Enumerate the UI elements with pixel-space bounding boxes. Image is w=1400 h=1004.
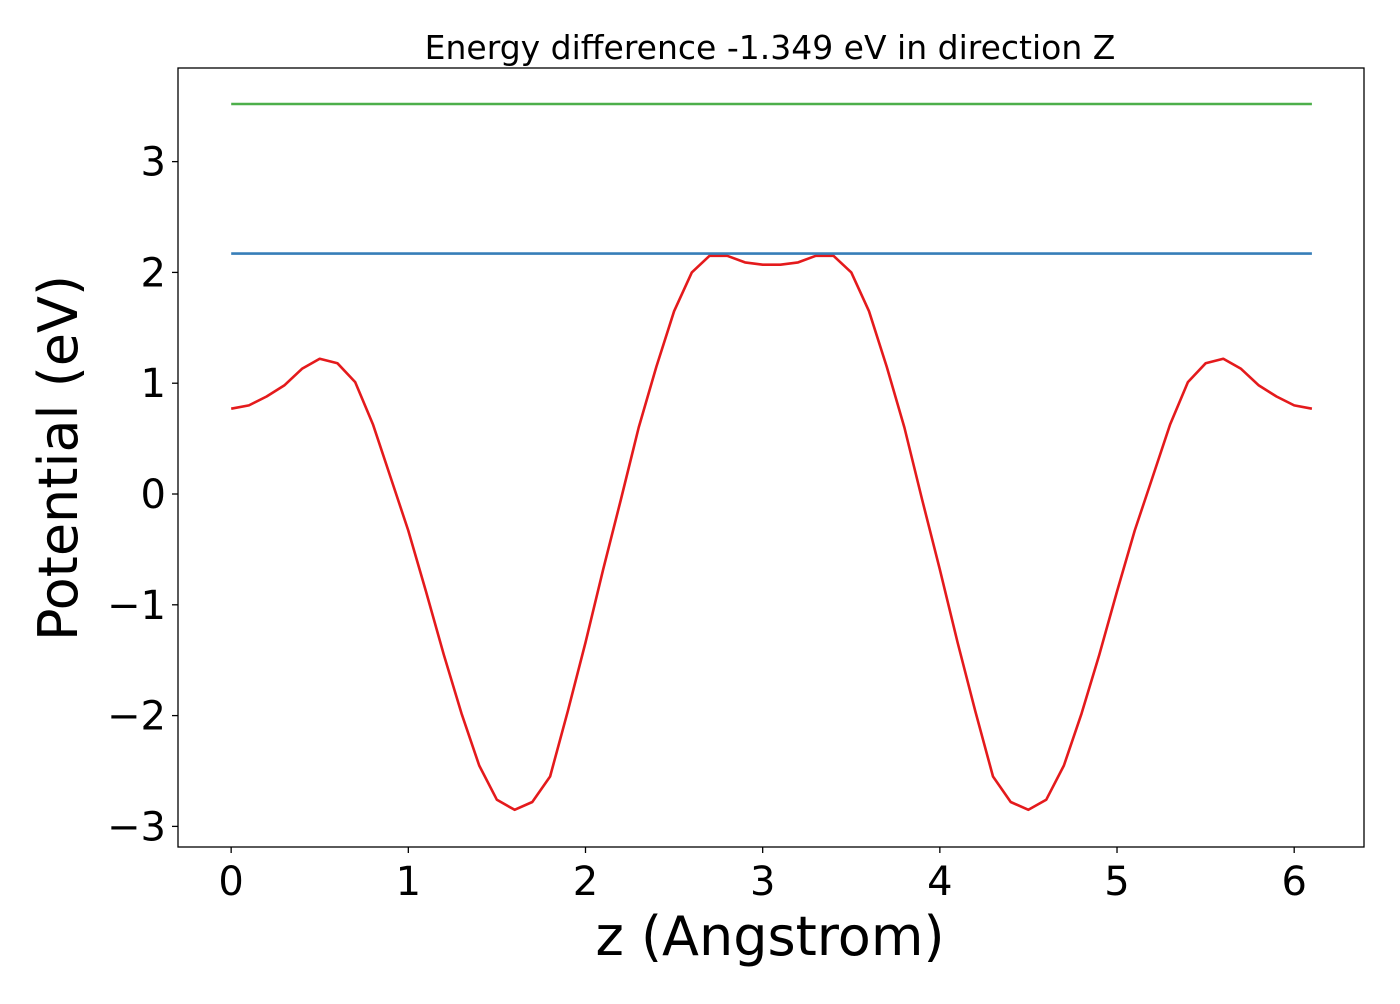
x-axis-label: z (Angstrom) [595, 905, 944, 968]
chart-title: Energy difference -1.349 eV in direction… [425, 28, 1116, 67]
y-tick-label: −1 [107, 583, 166, 629]
y-tick-label: 1 [141, 361, 166, 407]
x-tick-label: 1 [396, 859, 421, 905]
x-tick-label: 3 [750, 859, 775, 905]
x-tick-label: 4 [927, 859, 952, 905]
x-tick-label: 0 [218, 859, 243, 905]
x-tick-label: 5 [1104, 859, 1129, 905]
y-tick-label: 2 [141, 250, 166, 296]
y-tick-label: 0 [141, 472, 166, 518]
y-tick-label: 3 [141, 140, 166, 186]
x-tick-label: 2 [573, 859, 598, 905]
series-line-0 [230, 254, 1313, 812]
y-tick-label: −2 [107, 694, 166, 740]
x-tick-label: 6 [1281, 859, 1306, 905]
y-axis-label: Potential (eV) [27, 275, 90, 641]
y-tick-label: −3 [107, 804, 166, 850]
plot-frame [177, 67, 1365, 848]
